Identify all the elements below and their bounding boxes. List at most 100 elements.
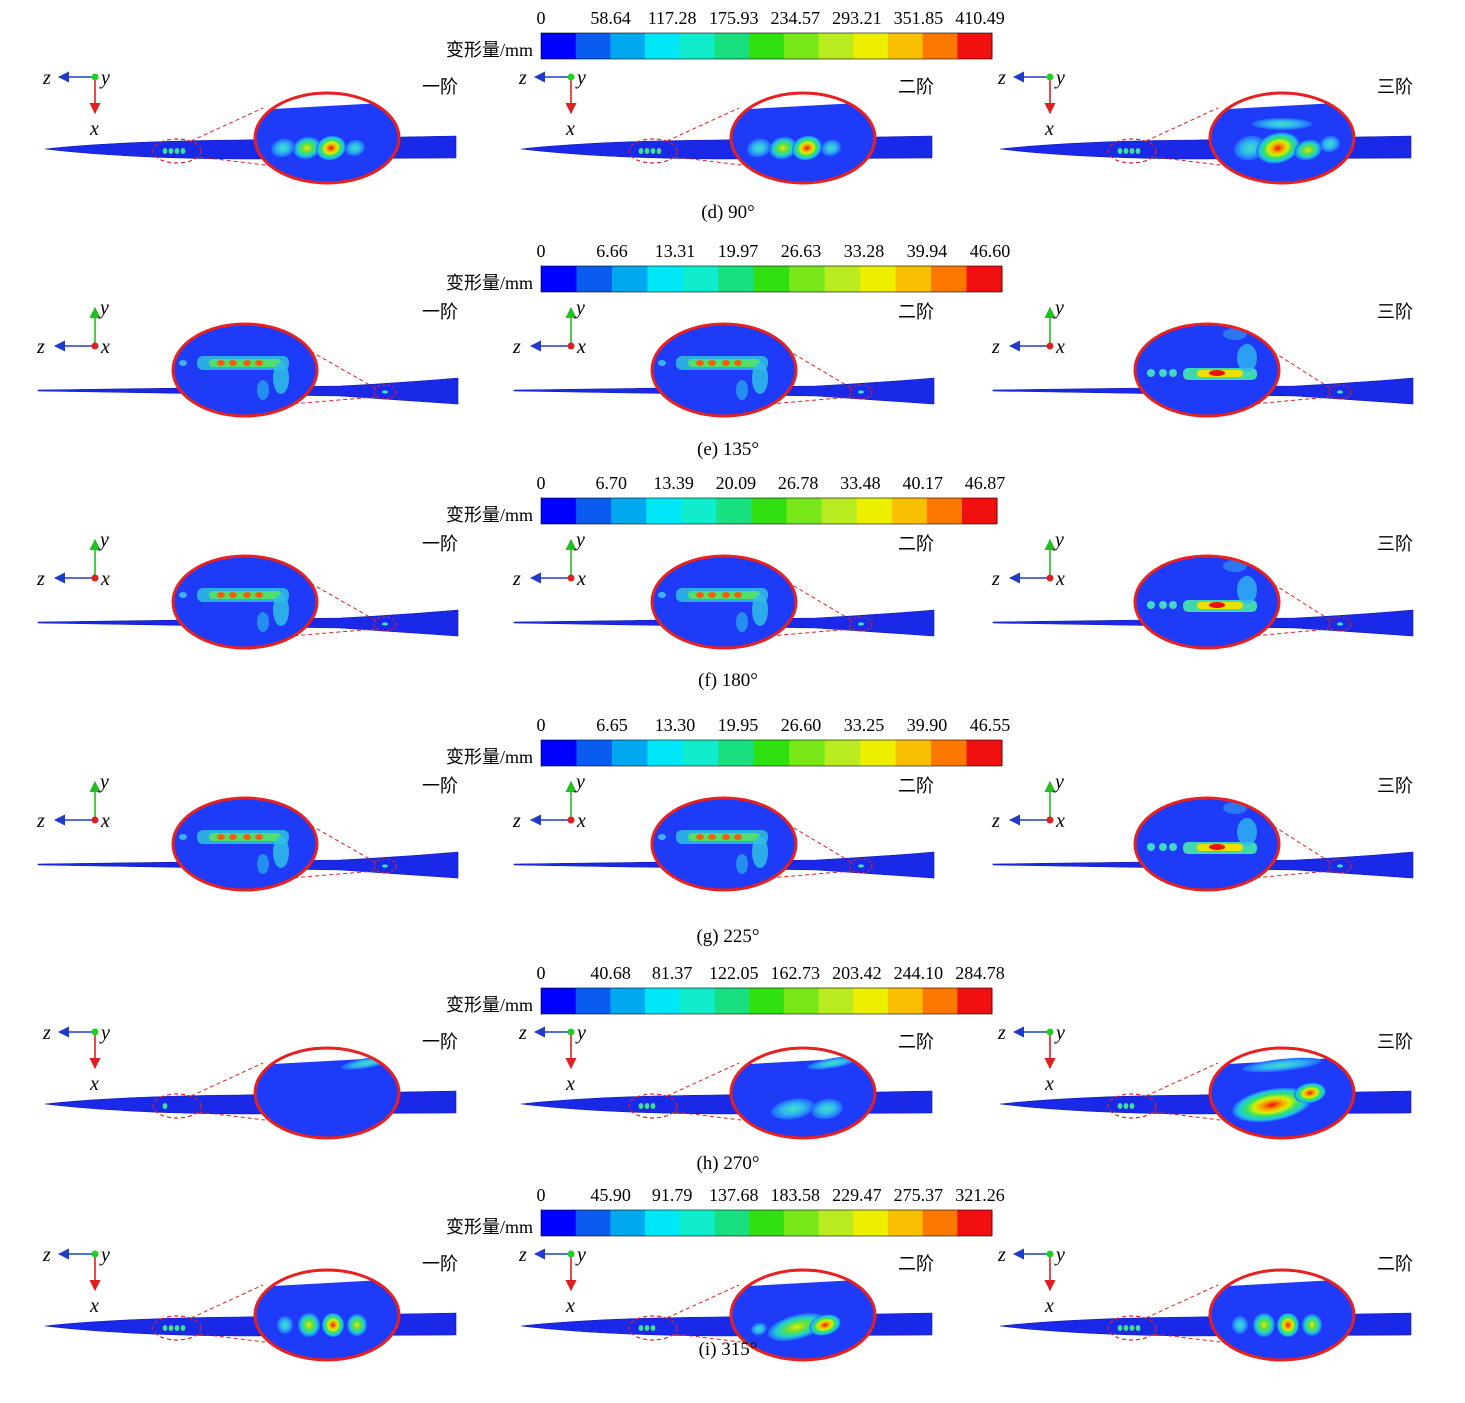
mode-label: 二阶 (898, 534, 934, 554)
colorbar-tick-label: 81.37 (652, 963, 693, 983)
deformation-hotspot (1294, 1082, 1326, 1104)
mode-panel: z y x 一阶 (42, 1244, 458, 1362)
row-caption: (f) 180° (698, 670, 758, 691)
colorbar-cell (749, 1210, 785, 1236)
colorbar-cell (821, 498, 858, 524)
deformation-hotspot (696, 360, 704, 366)
colorbar-cell (645, 1210, 681, 1236)
z-axis-label: z (997, 1022, 1006, 1044)
deformation-hotspot (752, 362, 768, 394)
zoom-inset-frame (650, 796, 798, 892)
z-axis-label: z (512, 336, 521, 358)
deformation-hotspot (217, 592, 225, 598)
deformation-hotspot (273, 362, 289, 394)
row-caption: (d) 90° (701, 202, 755, 223)
deformation-hotspot (1169, 601, 1177, 609)
y-axis-label: y (575, 1244, 586, 1266)
y-axis-label: y (1053, 297, 1064, 319)
colorbar-cell (895, 740, 932, 766)
x-axis-origin (567, 816, 575, 824)
colorbar-cell (789, 266, 826, 292)
y-axis-label: y (1054, 1022, 1065, 1044)
deformation-hotspot (722, 834, 730, 840)
zoom-leader-line (783, 347, 852, 389)
colorbar-tick-label: 410.49 (955, 8, 1005, 28)
colorbar-cell (922, 33, 958, 59)
mode-panel: z y x 三阶 (997, 67, 1413, 185)
colorbar-cell (887, 988, 924, 1014)
zoom-inset-frame (171, 554, 319, 650)
colorbar-tick-label: 39.94 (907, 241, 948, 261)
colorbar-cell (718, 266, 755, 292)
zoom-leader-line (1145, 1284, 1219, 1319)
x-axis-label: x (100, 810, 110, 832)
y-axis-label: y (98, 297, 109, 319)
mode-label: 三阶 (1377, 302, 1413, 322)
deformation-hotspot-small (1135, 148, 1141, 154)
y-axis-origin (1046, 1250, 1054, 1258)
colorbar-cell (716, 498, 752, 524)
mode-label: 一阶 (422, 302, 458, 322)
colorbar-cell (783, 1210, 820, 1236)
x-axis-label: x (1055, 810, 1065, 832)
deformation-hotspot-small (858, 622, 864, 626)
colorbar-cell (957, 988, 993, 1014)
deformation-hotspot-small (644, 1103, 650, 1109)
colorbar-tick-label: 33.28 (844, 241, 885, 261)
x-axis-label: x (565, 1073, 575, 1095)
colorbar-tick-label: 33.25 (844, 715, 885, 735)
mode-panel: z xy 一阶 (36, 297, 459, 418)
x-axis-origin (91, 342, 99, 350)
deformation-hotspot-small (1129, 1103, 1135, 1109)
zoom-inset-frame (729, 1268, 877, 1362)
y-axis-origin (91, 1250, 99, 1258)
colorbar-tick-label: 46.55 (970, 715, 1011, 735)
y-axis-origin (1046, 1028, 1054, 1036)
colorbar-label: 变形量/mm (446, 273, 533, 293)
deformation-hotspot (322, 1313, 344, 1337)
colorbar-tick-label: 0 (537, 715, 546, 735)
deformation-hotspot (255, 834, 263, 840)
deformation-hotspot (708, 360, 716, 366)
deformation-hotspot (658, 592, 666, 598)
colorbar-cell (931, 740, 968, 766)
colorbar-cell (853, 988, 889, 1014)
y-axis-label: y (99, 1244, 110, 1266)
colorbar-tick-label: 122.05 (709, 963, 759, 983)
z-axis-label: z (42, 1244, 51, 1266)
deformation-hotspot (1159, 369, 1167, 377)
mode-label: 一阶 (422, 1032, 458, 1052)
colorbar-tick-label: 0 (537, 1185, 546, 1205)
deformation-hotspot (722, 592, 730, 598)
mode-label: 三阶 (1377, 776, 1413, 796)
deformation-hotspot-small (1123, 1103, 1129, 1109)
colorbar-cell (682, 266, 719, 292)
deformation-hotspot (722, 360, 730, 366)
colorbar-cell (853, 1210, 889, 1236)
deformation-hotspot (255, 360, 263, 366)
colorbar-cell (957, 1210, 993, 1236)
zoom-source-marker (628, 138, 678, 164)
deformation-hotspot (229, 592, 237, 598)
zoom-source-marker (849, 384, 873, 400)
deformation-hotspot-small (656, 148, 662, 154)
deformation-hotspot (807, 1056, 859, 1070)
colorbar-cell (931, 266, 968, 292)
deformation-hotspot (1209, 370, 1225, 376)
deformation-hotspot (273, 594, 289, 626)
deformation-hotspot (1147, 601, 1155, 609)
colorbar-cell (714, 988, 750, 1014)
y-axis-label: y (99, 1022, 110, 1044)
zoom-leader-line (783, 821, 852, 863)
colorbar-tick-label: 293.21 (832, 8, 882, 28)
z-axis-label: z (997, 67, 1006, 89)
deformation-hotspot (273, 836, 289, 868)
colorbar-cell (789, 740, 826, 766)
deformation-hotspot (217, 834, 225, 840)
deformation-hotspot-small (1117, 1325, 1123, 1331)
mode-label: 三阶 (1377, 1032, 1413, 1052)
zoom-leader-line (290, 396, 376, 405)
deformation-hotspot-small (638, 148, 644, 154)
colorbar-cell (575, 1210, 611, 1236)
